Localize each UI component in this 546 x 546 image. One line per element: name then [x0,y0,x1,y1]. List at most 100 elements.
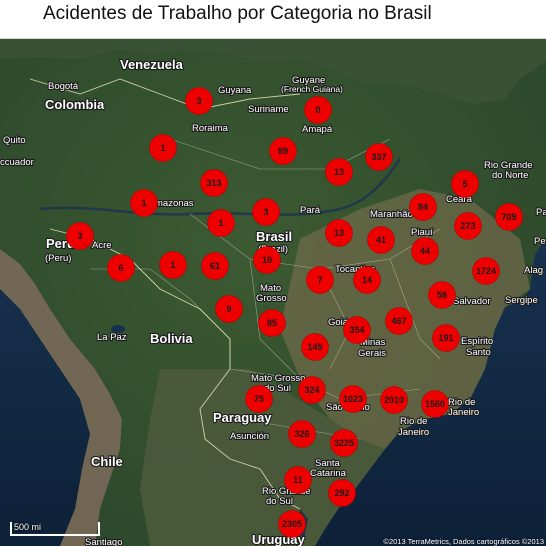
marker[interactable]: 467 [385,307,413,335]
label-amazonas: mazonas [155,198,194,209]
svg-text:84: 84 [418,202,428,212]
label-acre: Acre [92,240,112,251]
svg-text:85: 85 [267,318,277,328]
marker[interactable]: 1 [149,134,177,162]
svg-text:1724: 1724 [476,266,496,276]
svg-text:44: 44 [420,246,430,256]
svg-text:709: 709 [501,212,516,222]
label-rio-city: Rio de [400,416,427,427]
label-santa-catarina: Santa [315,458,341,469]
marker[interactable]: 292 [328,479,356,507]
label-guyane: Guyane [292,75,325,86]
marker[interactable]: 58 [428,281,456,309]
marker[interactable]: 6 [107,254,135,282]
label-ecuador: ccuador [0,157,34,168]
marker[interactable]: 84 [409,193,437,221]
label-amapa: Amapá [302,124,333,135]
label-rio-de-janeiro: Rio de [448,397,475,408]
label-peru-2: (Peru) [45,253,71,264]
label-venezuela: Venezuela [120,57,184,72]
svg-text:89: 89 [278,146,288,156]
svg-text:191: 191 [438,333,453,343]
label-mato-grosso: Mato [260,283,281,294]
label-french-guiana: (French Guiana) [281,84,343,94]
andes-region [0,249,122,546]
label-rio-city-2: Janeiro [398,427,429,438]
scale-label: 500 mi [14,522,42,532]
marker[interactable]: 3225 [330,429,358,457]
marker[interactable]: 326 [288,420,316,448]
svg-text:467: 467 [391,316,406,326]
marker[interactable]: 1 [207,209,235,237]
marker[interactable]: 1560 [421,390,449,418]
marker[interactable]: 13 [325,158,353,186]
label-alagoas: Alag [524,265,543,276]
marker[interactable]: 145 [301,333,329,361]
lake-titicaca [111,325,125,333]
marker[interactable]: 337 [365,143,393,171]
marker[interactable]: 1 [159,251,187,279]
satellite-map[interactable]: Venezuela Bogotá Guyana Guyane (French G… [0,39,546,546]
svg-text:1: 1 [160,143,165,153]
svg-text:1: 1 [141,198,146,208]
marker[interactable]: 1023 [339,385,367,413]
marker[interactable]: 2010 [380,386,408,414]
marker[interactable]: 89 [269,137,297,165]
label-espirito-santo-2: Santo [466,347,491,358]
marker[interactable]: 13 [325,219,353,247]
marker[interactable]: 324 [298,376,326,404]
marker[interactable]: 0 [304,96,332,124]
svg-text:313: 313 [206,178,221,188]
marker[interactable]: 1724 [472,257,500,285]
svg-text:10: 10 [262,255,272,265]
marker[interactable]: 2305 [278,510,306,538]
label-mato-grosso-2: Grosso [256,293,287,304]
svg-text:354: 354 [349,325,364,335]
marker[interactable]: 3 [185,87,213,115]
marker[interactable]: 44 [411,237,439,265]
marker[interactable]: 85 [258,309,286,337]
label-mato-grosso-do-sul: Mato Grosso [251,373,305,384]
label-piaui: Piauí [411,227,433,238]
marker[interactable]: 313 [200,169,228,197]
marker[interactable]: 11 [284,466,312,494]
svg-text:13: 13 [334,167,344,177]
header: Acidentes de Trabalho por Categoria no B… [0,0,546,39]
marker[interactable]: 10 [253,246,281,274]
marker[interactable]: 75 [245,385,273,413]
svg-text:9: 9 [226,304,231,314]
marker[interactable]: 9 [215,295,243,323]
marker[interactable]: 3 [252,198,280,226]
svg-text:145: 145 [307,342,322,352]
marker[interactable]: 7 [306,266,334,294]
marker[interactable]: 61 [201,252,229,280]
place-labels: Venezuela Bogotá Guyana Guyane (French G… [0,56,546,546]
marker[interactable]: 354 [343,316,371,344]
markers[interactable]: 3 0 1 89 337 13 313 5 1 84 709 1 3 273 3… [66,87,523,538]
svg-text:58: 58 [437,290,447,300]
marker[interactable]: 273 [454,212,482,240]
map-copyright: ©2013 TerraMetrics, Dados cartográficos … [383,537,544,546]
svg-text:3225: 3225 [334,438,354,448]
marker[interactable]: 14 [353,266,381,294]
scale-bar [10,522,100,536]
svg-text:1560: 1560 [425,399,445,409]
marker[interactable]: 191 [432,324,460,352]
svg-text:1: 1 [218,218,223,228]
marker[interactable]: 3 [66,222,94,250]
marker[interactable]: 41 [367,226,395,254]
svg-text:273: 273 [460,221,475,231]
map-view[interactable]: Venezuela Bogotá Guyana Guyane (French G… [0,39,546,546]
marker[interactable]: 5 [451,170,479,198]
label-la-paz: La Paz [97,332,127,343]
svg-text:0: 0 [315,105,320,115]
label-roraima: Roraima [192,123,229,134]
label-rio-de-janeiro-2: Janeiro [448,407,479,418]
southern-region [140,369,385,546]
label-sergipe: Sergipe [505,295,538,306]
marker[interactable]: 709 [495,203,523,231]
svg-text:75: 75 [254,394,264,404]
label-pa-right: Pa [536,207,546,218]
marker[interactable]: 1 [130,189,158,217]
label-guyana: Guyana [218,85,252,96]
